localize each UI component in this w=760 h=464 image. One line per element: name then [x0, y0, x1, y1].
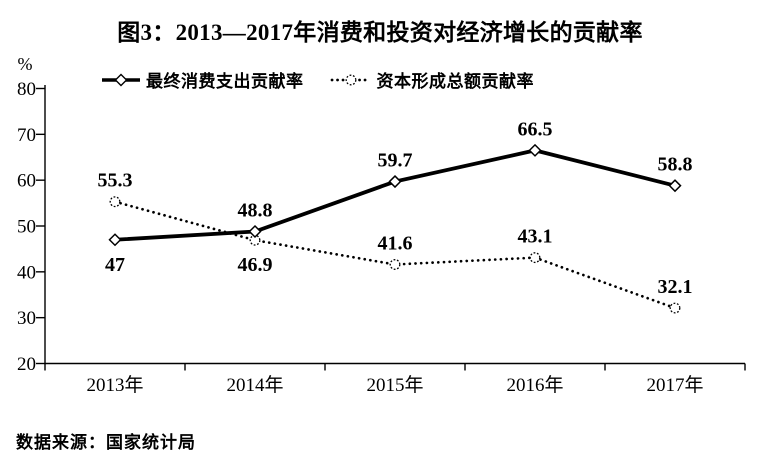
legend-item-capital: 资本形成总额贡献率 — [330, 67, 535, 92]
x-axis-category-label: 2017年 — [646, 374, 703, 396]
y-tick-label: 20 — [17, 354, 36, 375]
data-point-label: 58.8 — [658, 154, 693, 176]
solid-line-diamond-marker-icon — [102, 73, 140, 86]
legend: 最终消费支出贡献率 资本形成总额贡献率 — [101, 67, 534, 92]
data-point-label: 41.6 — [378, 233, 413, 255]
data-point-label: 59.7 — [378, 150, 413, 172]
dotted-line-circle-marker-icon — [330, 74, 371, 85]
diamond-marker — [108, 233, 122, 247]
dotted-line — [113, 200, 677, 310]
y-tick-label: 70 — [17, 125, 36, 146]
data-point-label: 47 — [105, 254, 125, 276]
diamond-marker — [388, 174, 402, 189]
data-point-label: 48.8 — [238, 200, 273, 222]
circle-marker — [389, 259, 401, 270]
chart-title: 图3：2013—2017年消费和投资对经济增长的贡献率 — [117, 20, 643, 45]
data-point-label: 46.9 — [238, 254, 273, 276]
axes — [36, 85, 746, 371]
y-tick-label: 40 — [17, 262, 36, 283]
y-tick-label: 50 — [17, 217, 36, 238]
y-axis-unit-label: % — [18, 54, 33, 74]
source-note: 数据来源：国家统计局 — [16, 433, 196, 452]
x-axis-category-label: 2015年 — [366, 374, 423, 396]
series-capital — [109, 196, 681, 314]
y-tick-label: 80 — [17, 79, 36, 100]
data-point-label: 32.1 — [658, 276, 693, 298]
data-point-label: 66.5 — [518, 118, 553, 140]
x-axis-category-label: 2014年 — [226, 374, 283, 396]
legend-item-consumption: 最终消费支出贡献率 — [101, 67, 304, 92]
circle-marker — [529, 252, 541, 264]
x-axis-category-label: 2016年 — [506, 374, 563, 396]
data-point-label: 43.1 — [518, 226, 553, 248]
diamond-marker — [528, 143, 542, 157]
legend-label-capital: 资本形成总额贡献率 — [376, 72, 534, 91]
circle-marker — [669, 302, 681, 314]
series-consumption — [108, 143, 682, 247]
diamond-marker — [668, 179, 682, 193]
legend-label-consumption: 最终消费支出贡献率 — [146, 72, 304, 91]
x-axis-category-label: 2013年 — [86, 374, 143, 396]
data-point-label: 55.3 — [98, 170, 133, 192]
diamond-marker — [248, 224, 262, 239]
y-tick-label: 60 — [17, 171, 36, 192]
y-tick-label: 30 — [17, 308, 36, 329]
circle-marker — [109, 196, 121, 208]
